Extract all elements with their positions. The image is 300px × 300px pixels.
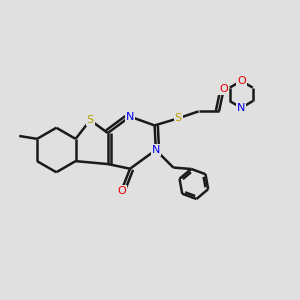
Text: S: S (87, 115, 94, 125)
Text: O: O (117, 186, 126, 196)
Text: N: N (152, 145, 160, 155)
Text: N: N (237, 103, 245, 113)
Text: O: O (219, 84, 228, 94)
Text: O: O (237, 76, 246, 86)
Text: N: N (126, 112, 134, 122)
Text: S: S (175, 113, 182, 123)
